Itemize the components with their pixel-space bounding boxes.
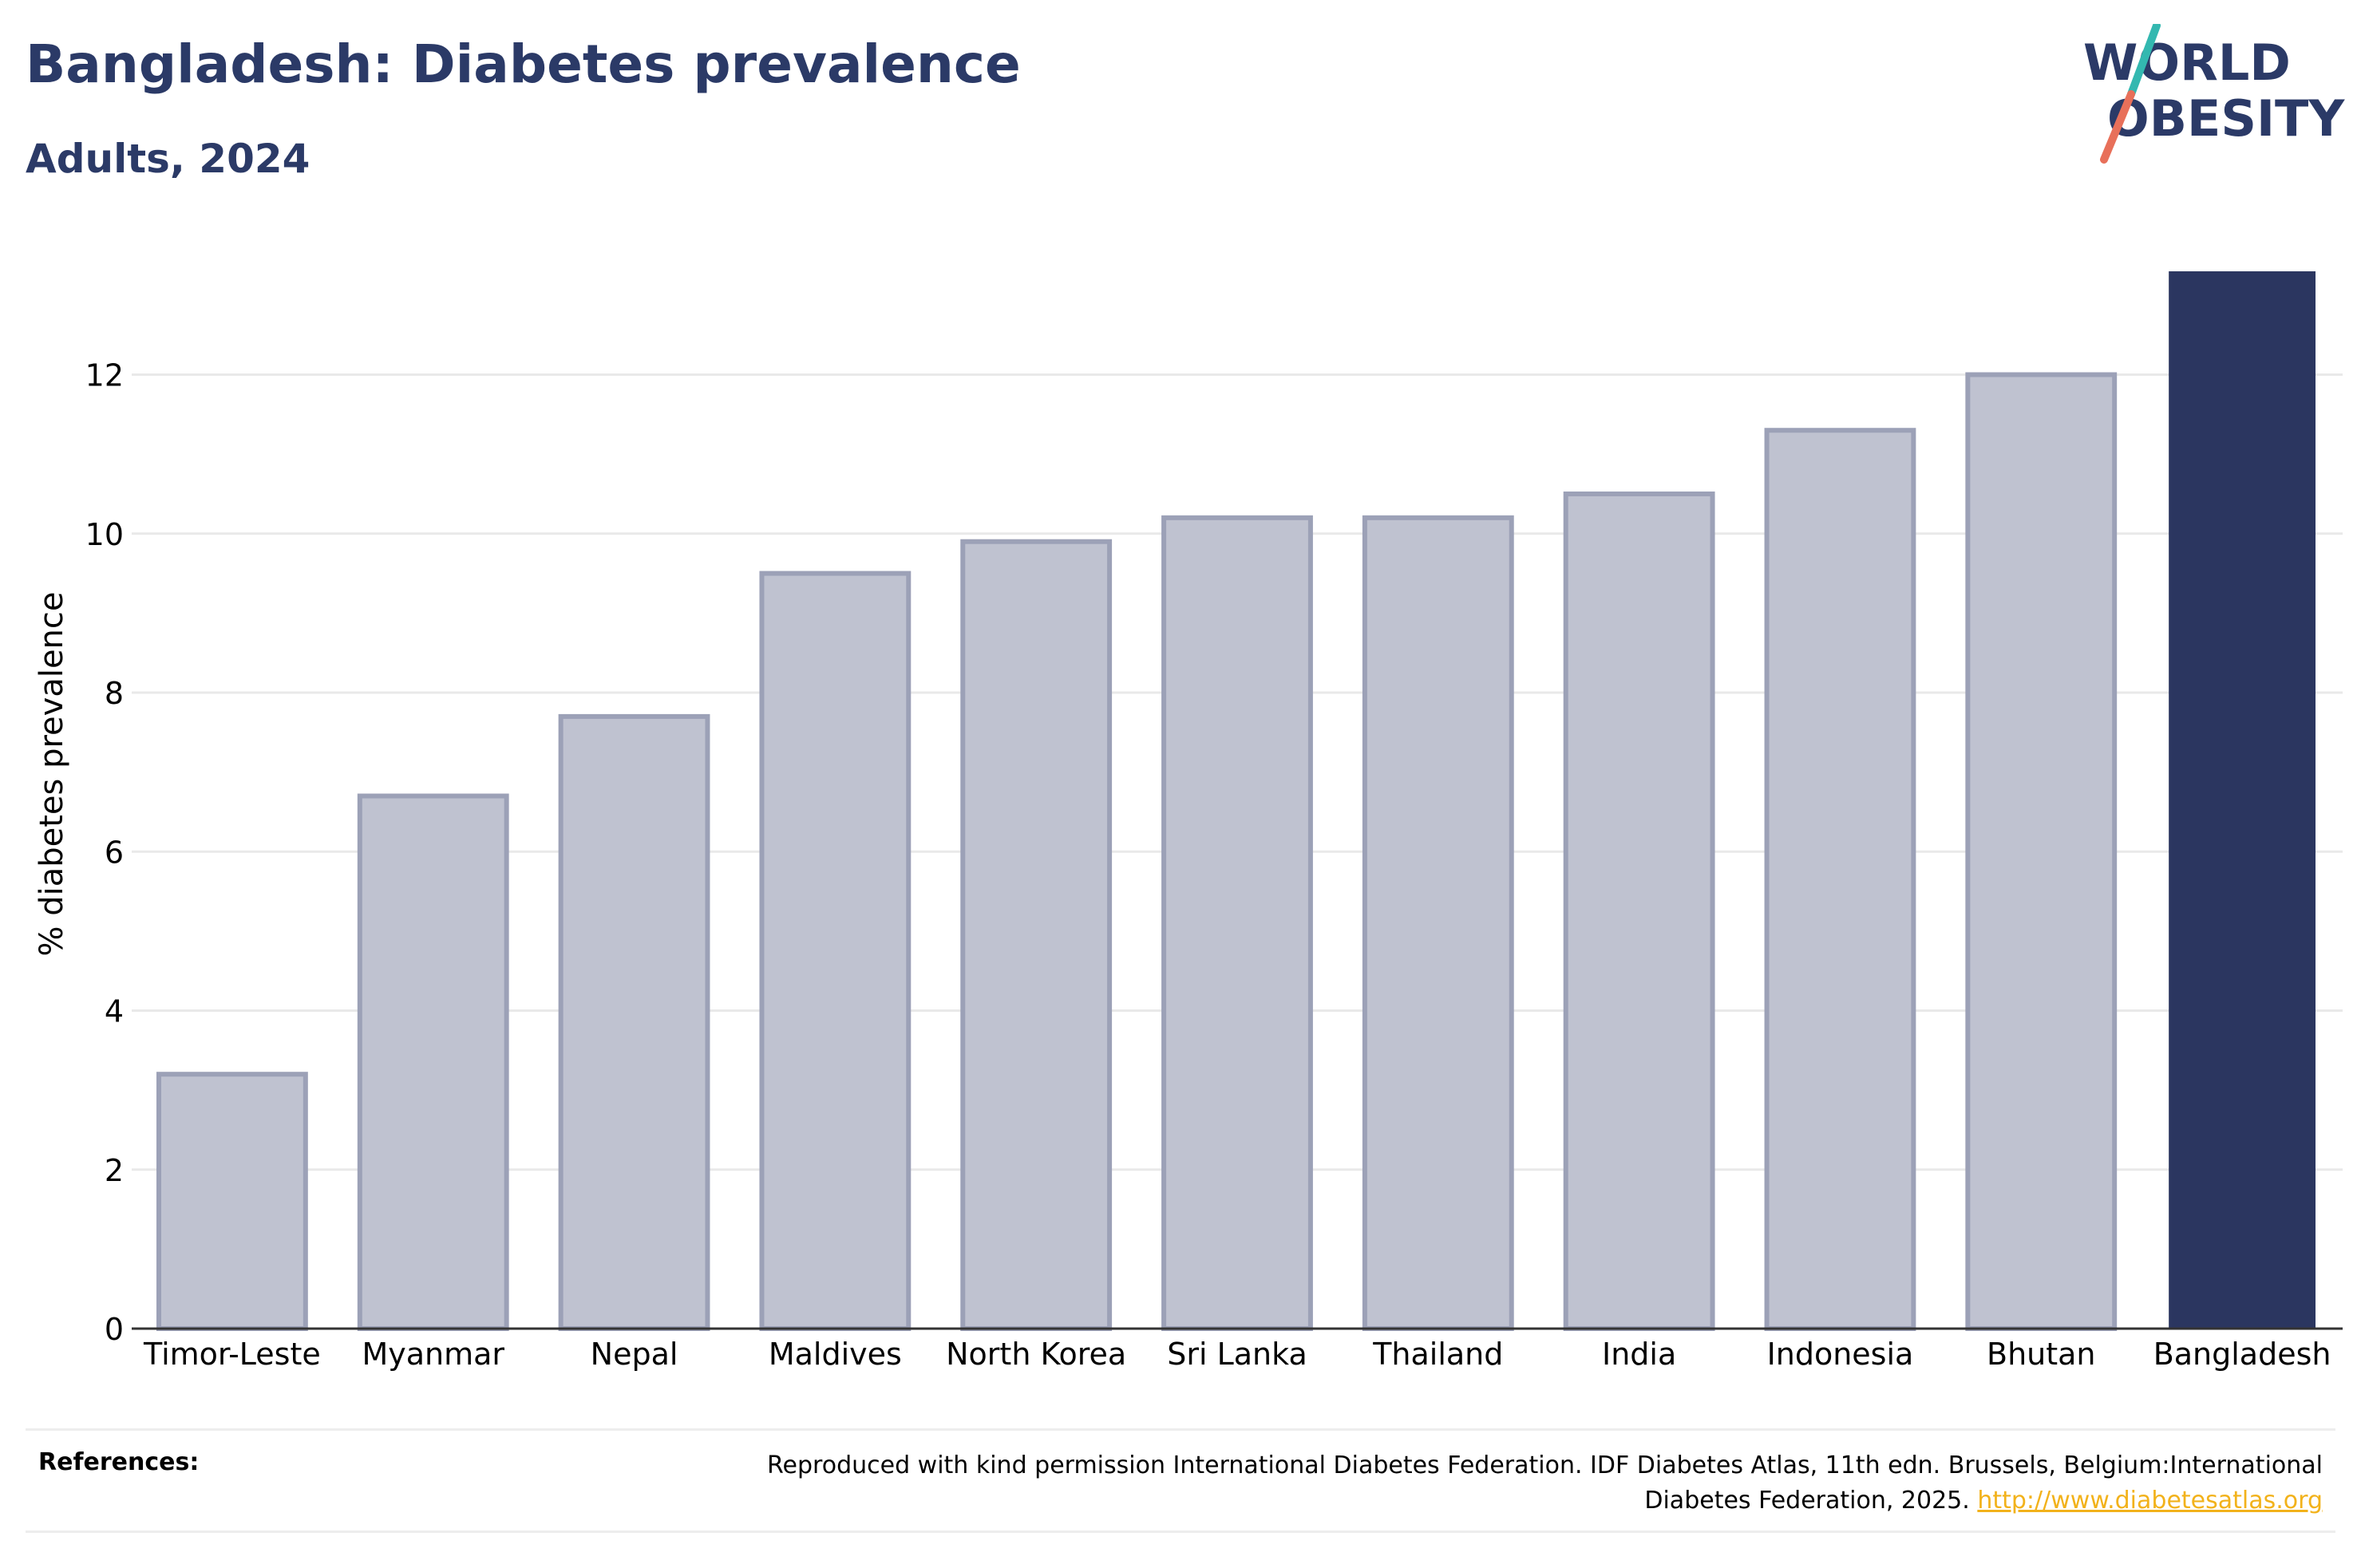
chart-subtitle: Adults, 2024 (26, 136, 310, 182)
x-tick-label: Thailand (1372, 1337, 1503, 1372)
references-link[interactable]: http://www.diabetesatlas.org (1977, 1487, 2323, 1515)
bar-bangladesh (2169, 271, 2316, 1329)
bar-maldives (759, 571, 912, 1331)
logo-text-obesity: OBESITY (2107, 89, 2345, 148)
references-label: References: (38, 1448, 200, 1476)
bar-india (1563, 491, 1715, 1331)
logo-slash-bottom (2100, 90, 2135, 164)
bar-timor-leste (156, 1072, 308, 1331)
x-tick-labels: Timor-Leste Myanmar Nepal Maldives North Kor… (143, 1337, 2331, 1372)
y-axis-label: % diabetes prevalence (34, 591, 70, 956)
bar-north-korea (960, 539, 1113, 1331)
x-tick-label: North Korea (946, 1337, 1126, 1372)
y-tick-label: 8 (105, 676, 124, 711)
x-tick-label: Myanmar (362, 1337, 504, 1372)
y-tick-label: 0 (105, 1312, 124, 1347)
bar-myanmar (357, 793, 509, 1331)
references-text: Reproduced with kind permission Internat… (710, 1448, 2323, 1519)
x-tick-label: Timor-Leste (143, 1337, 321, 1372)
x-tick-label: Nepal (591, 1337, 678, 1372)
x-tick-label: Indonesia (1767, 1337, 1914, 1372)
y-tick-label: 12 (85, 358, 124, 393)
bar-bhutan (1965, 372, 2118, 1332)
chart-title: Bangladesh: Diabetes prevalence (26, 34, 1021, 95)
references-panel: References: Reproduced with kind permiss… (26, 1428, 2335, 1533)
x-tick-label: Bangladesh (2153, 1337, 2331, 1372)
x-tick-label: Maldives (769, 1337, 902, 1372)
x-tick-label: Sri Lanka (1167, 1337, 1307, 1372)
bar-nepal (558, 713, 710, 1331)
bar-thailand (1362, 515, 1514, 1331)
x-tick-label: Bhutan (1987, 1337, 2096, 1372)
bars (156, 271, 2316, 1332)
bar-sri-lanka (1161, 515, 1313, 1331)
x-tick-label: India (1602, 1337, 1676, 1372)
y-tick-label: 2 (105, 1153, 124, 1188)
logo-text-world: WORLD (2083, 34, 2291, 92)
y-tick-label: 10 (85, 517, 124, 552)
world-obesity-logo: WORLD OBESITY (2083, 24, 2345, 164)
y-tick-label: 6 (105, 835, 124, 870)
logo-slash-top (2127, 24, 2161, 98)
y-tick-labels: 0 2 4 6 8 10 12 (85, 358, 124, 1347)
bar-indonesia (1764, 428, 1916, 1331)
y-tick-label: 4 (105, 994, 124, 1029)
references-body: Reproduced with kind permission Internat… (767, 1451, 2323, 1515)
